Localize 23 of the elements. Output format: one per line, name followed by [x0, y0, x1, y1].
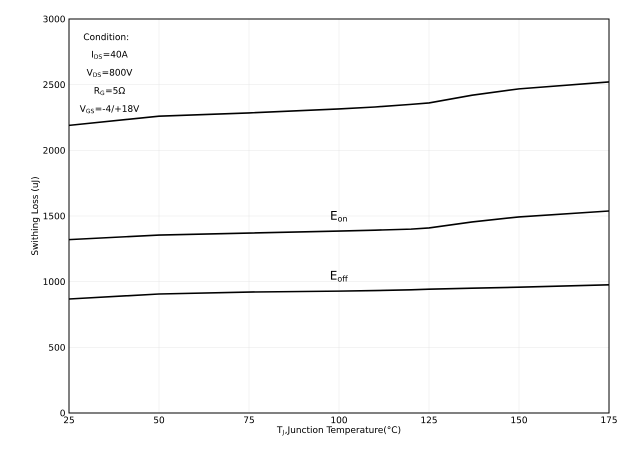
y-tick-label: 2500: [43, 81, 65, 88]
y-tick-label: 2000: [43, 146, 65, 154]
annotation: Condition:: [84, 33, 128, 40]
y-tick-label: 0: [60, 410, 65, 416]
x-tick-label: 25: [64, 416, 74, 424]
x-tick-label: 75: [244, 416, 254, 424]
y-tick-label: 1000: [44, 278, 65, 286]
annotation: R$_{G}$=5Ω: [94, 87, 125, 96]
series-label: E$_{on}$: [331, 210, 347, 222]
x-tick-label: 125: [421, 416, 437, 424]
annotation: I$_{DS}$=40A: [92, 50, 128, 59]
y-tick-label: 3000: [43, 16, 65, 22]
x-tick-label: 150: [511, 416, 527, 424]
x-tick-label: 50: [154, 416, 164, 424]
annotation: V$_{DS}$=800V: [86, 68, 132, 78]
series-label: E$_{off}$: [330, 270, 348, 282]
x-axis-title: T$_{J}$,Junction Temperature(°C): [276, 426, 400, 436]
x-tick-label: 100: [331, 416, 347, 424]
annotation: V$_{GS}$=-4/+18V: [80, 105, 140, 114]
y-tick-label: 1500: [44, 212, 65, 220]
y-tick-label: 500: [49, 344, 65, 351]
y-axis-title: Swithing Loss (uJ): [31, 177, 40, 256]
x-tick-label: 175: [601, 416, 617, 424]
